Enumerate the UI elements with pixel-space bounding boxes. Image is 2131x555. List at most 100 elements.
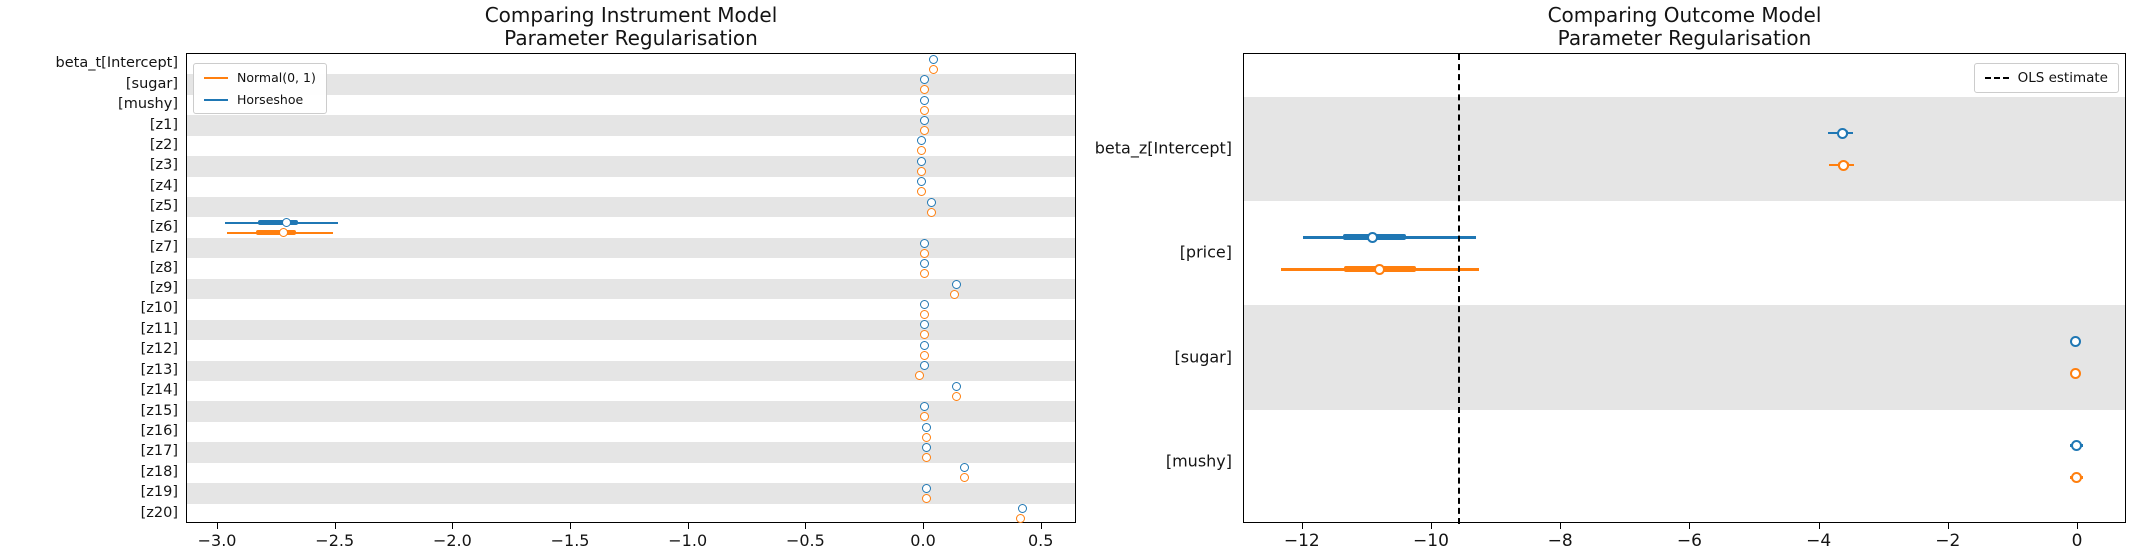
y-axis-label: beta_t[Intercept]	[55, 55, 178, 72]
normal-mean-marker	[279, 228, 289, 238]
x-tick-label: −3.0	[197, 531, 237, 550]
credible-interval-band	[258, 220, 299, 226]
horseshoe-mean-marker	[919, 259, 929, 269]
y-axis-label: [mushy]	[118, 96, 178, 113]
x-tick-label: −2.5	[315, 531, 355, 550]
y-axis-label: [z14]	[140, 382, 178, 399]
horseshoe-mean-marker	[921, 422, 931, 432]
legend-item: OLS estimate	[1984, 70, 2108, 86]
x-tick-mark	[217, 523, 219, 529]
normal-mean-marker	[919, 248, 929, 258]
normal-mean-marker	[952, 391, 962, 401]
x-tick-mark	[1430, 523, 1432, 529]
normal-mean-marker	[921, 493, 931, 503]
row-shading-band	[187, 442, 1075, 463]
normal-mean-marker	[950, 289, 960, 299]
horseshoe-mean-marker	[928, 54, 938, 64]
horseshoe-mean-marker	[921, 483, 931, 493]
normal-mean-marker	[919, 105, 929, 115]
x-tick-label: −2	[1935, 531, 1961, 551]
normal-mean-marker	[1016, 514, 1026, 524]
x-tick-label: −2.0	[432, 531, 472, 550]
legend: Normal(0, 1) Horseshoe	[193, 63, 327, 114]
row-shading-band	[1244, 305, 2125, 410]
normal-mean-marker	[926, 207, 936, 217]
normal-mean-marker	[928, 64, 938, 74]
horseshoe-mean-marker	[1837, 127, 1849, 139]
row-shading-band	[187, 483, 1075, 504]
horseshoe-mean-marker	[917, 156, 927, 166]
horseshoe-mean-marker	[919, 340, 929, 350]
normal-mean-marker	[1838, 159, 1850, 171]
y-axis-label: [z2]	[149, 136, 178, 153]
row-shading-band	[187, 74, 1075, 95]
x-tick-mark	[1689, 523, 1691, 529]
instrument-panel-title: Comparing Instrument Model Parameter Reg…	[484, 3, 778, 50]
x-tick-label: −1.0	[668, 531, 708, 550]
x-tick-label: −0.5	[785, 531, 825, 550]
horseshoe-mean-marker	[919, 361, 929, 371]
horseshoe-mean-marker	[926, 197, 936, 207]
legend-line-swatch	[204, 76, 228, 79]
y-axis-label: [sugar]	[125, 75, 178, 92]
legend-item: Horseshoe	[204, 92, 316, 107]
x-tick-label: −10	[1413, 531, 1449, 551]
horseshoe-mean-marker	[919, 116, 929, 126]
ols-estimate-line	[1457, 54, 1460, 524]
horseshoe-mean-marker	[919, 299, 929, 309]
x-tick-label: 0.5	[1027, 531, 1054, 550]
normal-mean-marker	[917, 166, 927, 176]
y-axis-label: [price]	[1179, 242, 1232, 262]
normal-mean-marker	[919, 412, 929, 422]
y-axis-label: [z17]	[140, 443, 178, 460]
y-axis-label: [sugar]	[1174, 347, 1233, 366]
horseshoe-mean-marker	[917, 136, 927, 146]
x-tick-mark	[334, 523, 336, 529]
row-shading-band	[1244, 97, 2125, 202]
x-tick-mark	[452, 523, 454, 529]
legend-item: Normal(0, 1)	[204, 70, 316, 85]
x-tick-label: −4	[1806, 531, 1832, 551]
legend-line-swatch	[204, 98, 228, 101]
horseshoe-mean-marker	[281, 218, 291, 228]
x-tick-label: −12	[1283, 531, 1320, 551]
horseshoe-mean-marker	[919, 238, 929, 248]
y-axis-label: [z8]	[149, 259, 178, 276]
x-tick-label: 0	[2071, 531, 2083, 551]
outcome-panel-title: Comparing Outcome Model Parameter Regula…	[1547, 3, 1822, 50]
horseshoe-mean-marker	[919, 320, 929, 330]
normal-mean-marker	[921, 452, 931, 462]
legend: OLS estimate	[1973, 63, 2119, 93]
credible-interval-band	[255, 230, 296, 236]
normal-mean-marker	[919, 126, 929, 136]
y-axis-label: [z9]	[149, 280, 178, 296]
row-shading-band	[187, 319, 1075, 341]
y-axis-label: [z4]	[149, 177, 178, 194]
normal-mean-marker	[917, 146, 927, 156]
y-axis-label: [z18]	[140, 463, 178, 480]
horseshoe-mean-marker	[1367, 231, 1379, 243]
x-tick-mark	[570, 523, 572, 529]
normal-mean-marker	[919, 350, 929, 360]
normal-mean-marker	[2070, 472, 2082, 484]
normal-mean-marker	[1373, 263, 1385, 275]
row-shading-band	[187, 156, 1075, 177]
normal-mean-marker	[914, 371, 924, 381]
row-shading-band	[187, 278, 1075, 300]
x-tick-mark	[1947, 523, 1949, 529]
normal-mean-marker	[919, 269, 929, 279]
y-axis-label: [z7]	[149, 239, 178, 256]
horseshoe-mean-marker	[2070, 440, 2082, 452]
x-tick-mark	[923, 523, 925, 529]
normal-mean-marker	[919, 309, 929, 319]
horseshoe-mean-marker	[952, 381, 962, 391]
horseshoe-mean-marker	[919, 95, 929, 105]
y-axis-label: [z19]	[140, 484, 178, 501]
x-tick-mark	[2077, 523, 2079, 529]
y-axis-label: beta_z[Intercept]	[1094, 138, 1232, 158]
x-tick-label: 0.0	[910, 531, 936, 550]
x-tick-mark	[1818, 523, 1820, 529]
y-axis-label: [z20]	[140, 504, 178, 521]
normal-mean-marker	[917, 187, 927, 197]
x-tick-label: −6	[1676, 531, 1702, 551]
